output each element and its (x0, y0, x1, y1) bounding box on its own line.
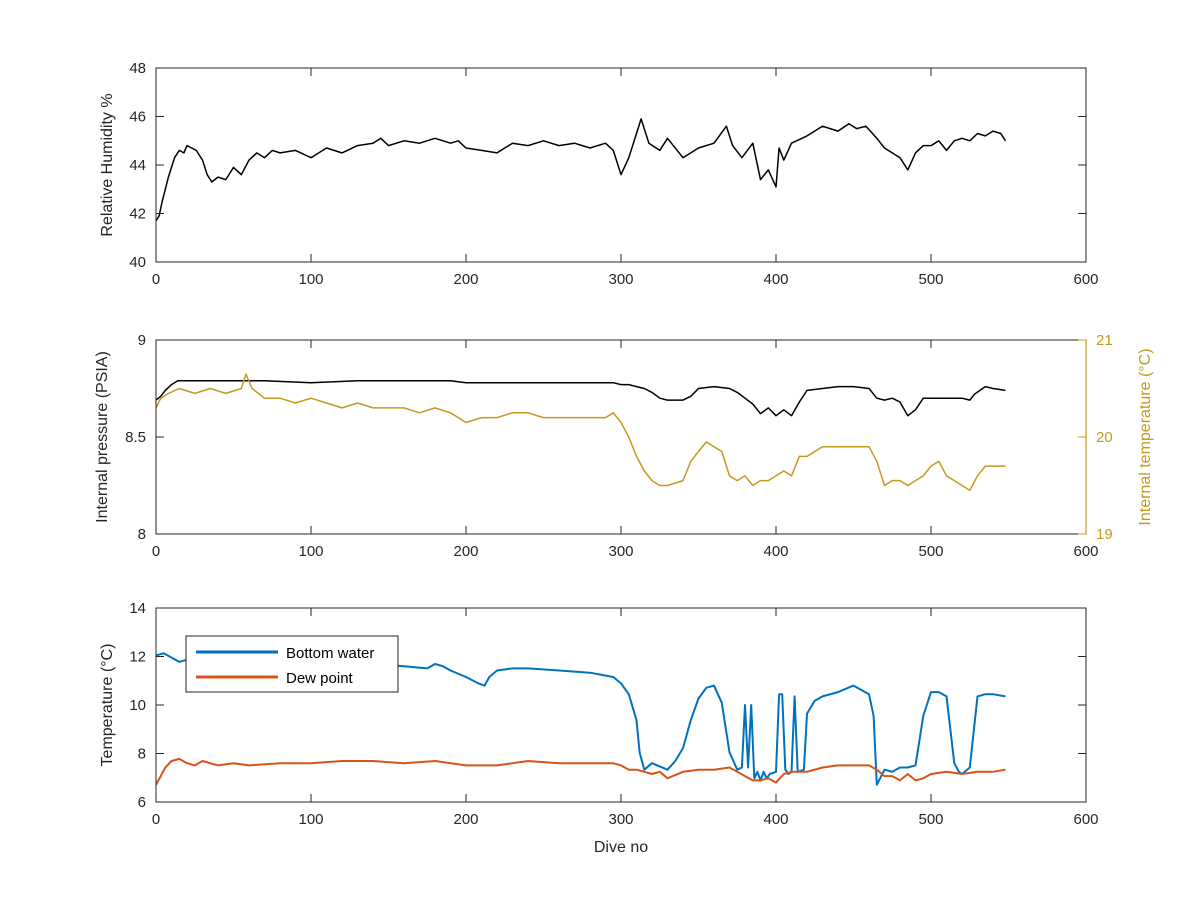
temperature-x-tick-label: 200 (453, 811, 478, 828)
pressure-series-line (156, 379, 1006, 417)
humidity-panel: 0 100 200 300 400 500 600 40 42 44 46 48 Relative H… (99, 60, 1099, 288)
temperature-y-tick-label: 10 (129, 697, 146, 714)
humidity-y-tick-label: 40 (129, 254, 146, 271)
temperature-x-tick-label: 100 (298, 811, 323, 828)
temperature-y-tick-label: 12 (129, 649, 146, 666)
pressure-x-tick-label: 400 (763, 543, 788, 560)
humidity-series-line (156, 118, 1007, 222)
temperature-y-tick-label: 14 (129, 600, 146, 617)
pressure-y-tick-label: 8.5 (125, 429, 146, 446)
humidity-ticks-layer: 0 100 200 300 400 500 600 40 42 44 46 48 (129, 60, 1098, 288)
temperature-ticks-layer: 0 100 200 300 400 500 600 6 8 10 12 14 (129, 600, 1098, 828)
dew-point-series-line (156, 757, 1006, 786)
humidity-y-tick-label: 44 (129, 157, 146, 174)
bottom-water-series-line (156, 652, 1006, 786)
humidity-ylabel: Relative Humidity % (99, 93, 116, 236)
internal-temperature-ylabel: Internal temperature (°C) (1137, 348, 1154, 525)
humidity-x-tick-label: 100 (298, 271, 323, 288)
temperature-ylabel: Temperature (°C) (99, 644, 116, 767)
pressure-x-tick-label: 200 (453, 543, 478, 560)
temperature-y-tick-label: 6 (138, 794, 146, 811)
pressure-x-tick-label: 600 (1073, 543, 1098, 560)
internal-temperature-series-line (156, 373, 1006, 492)
temperature-series-layer (156, 652, 1006, 786)
legend-label-bottom-water: Bottom water (286, 645, 374, 662)
pressure-temperature-series-layer (156, 373, 1006, 492)
dive-no-xlabel: Dive no (594, 839, 648, 856)
legend: Bottom water Dew point (185, 635, 399, 693)
pressure-ylabel: Internal pressure (PSIA) (94, 351, 111, 523)
internal-temperature-y-tick-label: 20 (1096, 429, 1113, 446)
pressure-temperature-panel: 0 100 200 300 400 500 600 8 8.5 9 19 20 21 Internal … (94, 332, 1154, 560)
temperature-x-tick-label: 400 (763, 811, 788, 828)
legend-box (185, 635, 399, 693)
internal-temperature-y-tick-label: 21 (1096, 332, 1113, 349)
internal-temperature-y-tick-label: 19 (1096, 526, 1113, 543)
humidity-x-tick-label: 400 (763, 271, 788, 288)
temperature-x-tick-label: 0 (152, 811, 160, 828)
pressure-x-tick-label: 300 (608, 543, 633, 560)
humidity-y-tick-label: 46 (129, 109, 146, 126)
legend-label-dew-point: Dew point (286, 670, 354, 687)
humidity-x-tick-label: 200 (453, 271, 478, 288)
pressure-y-tick-label: 8 (138, 526, 146, 543)
temperature-x-tick-label: 600 (1073, 811, 1098, 828)
pressure-x-tick-label: 100 (298, 543, 323, 560)
pressure-y-tick-label: 9 (138, 332, 146, 349)
humidity-x-tick-label: 500 (918, 271, 943, 288)
pressure-x-tick-label: 500 (918, 543, 943, 560)
humidity-y-tick-label: 48 (129, 60, 146, 77)
humidity-x-tick-label: 600 (1073, 271, 1098, 288)
humidity-x-tick-label: 0 (152, 271, 160, 288)
pressure-ticks-layer: 0 100 200 300 400 500 600 8 8.5 9 19 20 21 (125, 332, 1113, 560)
pressure-x-tick-label: 0 (152, 543, 160, 560)
temperature-x-tick-label: 300 (608, 811, 633, 828)
temperature-panel: 0 100 200 300 400 500 600 6 8 10 12 14 Temperature … (99, 600, 1099, 856)
temperature-y-tick-label: 8 (138, 746, 146, 763)
temperature-x-tick-label: 500 (918, 811, 943, 828)
humidity-y-tick-label: 42 (129, 206, 146, 223)
humidity-x-tick-label: 300 (608, 271, 633, 288)
humidity-series-layer (156, 118, 1007, 222)
